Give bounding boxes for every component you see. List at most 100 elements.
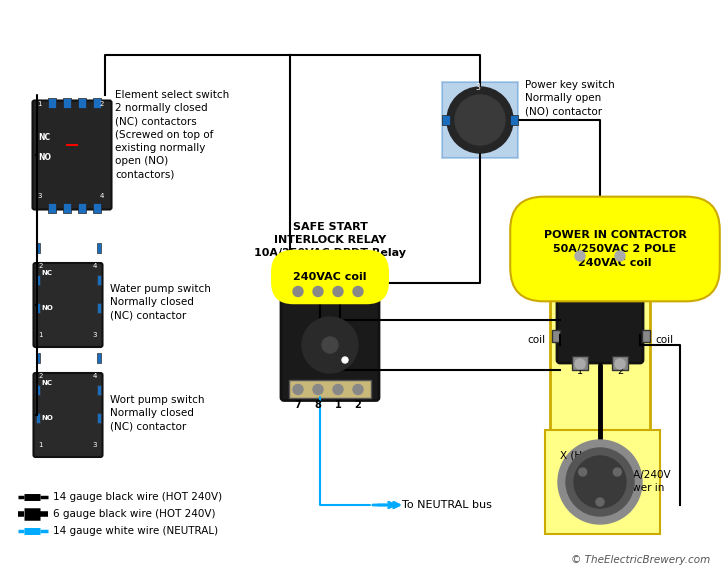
Circle shape xyxy=(302,317,358,373)
FancyBboxPatch shape xyxy=(33,263,103,347)
Bar xyxy=(612,250,628,264)
Text: NC: NC xyxy=(41,380,52,386)
Text: 1: 1 xyxy=(577,366,583,376)
Text: 1: 1 xyxy=(38,100,42,107)
Text: Water pump switch
Normally closed
(NC) contactor: Water pump switch Normally closed (NC) c… xyxy=(110,284,211,320)
Text: NO: NO xyxy=(41,305,53,311)
FancyBboxPatch shape xyxy=(33,373,103,457)
Text: 2: 2 xyxy=(39,263,43,269)
Text: 14 gauge white wire (NEUTRAL): 14 gauge white wire (NEUTRAL) xyxy=(53,526,218,536)
Text: 2: 2 xyxy=(355,400,361,411)
Text: 8: 8 xyxy=(314,400,322,411)
Text: coil: coil xyxy=(655,335,673,345)
Text: Element select switch
2 normally closed
(NC) contactors
(Screwed on top of
exist: Element select switch 2 normally closed … xyxy=(115,90,229,179)
Text: 5: 5 xyxy=(314,281,321,290)
Circle shape xyxy=(322,337,338,353)
Text: 3: 3 xyxy=(92,442,97,448)
Text: 1: 1 xyxy=(39,332,43,338)
Text: NC: NC xyxy=(39,133,51,142)
Text: 1: 1 xyxy=(335,400,341,411)
Bar xyxy=(63,203,71,213)
Text: 4: 4 xyxy=(92,263,97,269)
Bar xyxy=(572,356,588,370)
Circle shape xyxy=(579,468,587,476)
Bar xyxy=(642,330,650,342)
Circle shape xyxy=(615,251,625,261)
Text: 4: 4 xyxy=(100,192,104,199)
Text: NO: NO xyxy=(472,110,483,116)
Bar xyxy=(93,203,101,213)
Bar xyxy=(510,115,518,125)
Text: 3: 3 xyxy=(355,281,361,290)
Bar xyxy=(572,250,588,264)
Text: 4: 4 xyxy=(475,138,480,147)
Text: 3: 3 xyxy=(475,83,480,92)
Text: 14 gauge black wire (HOT 240V): 14 gauge black wire (HOT 240V) xyxy=(53,492,222,502)
Circle shape xyxy=(313,286,323,297)
Bar xyxy=(36,243,39,253)
Bar xyxy=(97,353,100,363)
Circle shape xyxy=(615,359,625,369)
Bar xyxy=(36,413,39,423)
Circle shape xyxy=(575,359,585,369)
Text: 3: 3 xyxy=(38,192,42,199)
Text: SAFE START
INTERLOCK RELAY
10A/250VAC DPDT Relay: SAFE START INTERLOCK RELAY 10A/250VAC DP… xyxy=(254,222,406,258)
Circle shape xyxy=(333,286,343,297)
Text: 6 gauge black wire (HOT 240V): 6 gauge black wire (HOT 240V) xyxy=(53,509,215,519)
Text: To NEUTRAL bus: To NEUTRAL bus xyxy=(402,500,492,510)
Bar xyxy=(93,97,101,108)
Text: 2: 2 xyxy=(39,373,43,379)
Bar xyxy=(545,430,660,534)
Bar xyxy=(612,356,628,370)
Bar xyxy=(36,385,39,395)
Text: 50A/240V
Power in: 50A/240V Power in xyxy=(620,470,670,493)
Text: Wort pump switch
Normally closed
(NC) contactor: Wort pump switch Normally closed (NC) co… xyxy=(110,395,205,431)
Text: Power key switch
Normally open
(NO) contactor: Power key switch Normally open (NO) cont… xyxy=(525,80,614,116)
Circle shape xyxy=(313,385,323,395)
Circle shape xyxy=(342,357,348,363)
Text: 1: 1 xyxy=(577,237,583,247)
Text: 2: 2 xyxy=(100,100,104,107)
Circle shape xyxy=(566,448,634,516)
Text: 4: 4 xyxy=(92,373,97,379)
Circle shape xyxy=(613,468,621,476)
Text: 3: 3 xyxy=(92,332,97,338)
Bar xyxy=(78,97,86,108)
Text: NC: NC xyxy=(41,270,52,276)
FancyBboxPatch shape xyxy=(33,100,111,210)
Bar xyxy=(97,243,100,253)
Bar xyxy=(36,275,39,285)
Bar xyxy=(550,240,650,440)
Text: 2: 2 xyxy=(617,237,623,247)
Text: POWER IN CONTACTOR
50A/250VAC 2 POLE
240VAC coil: POWER IN CONTACTOR 50A/250VAC 2 POLE 240… xyxy=(544,230,687,268)
Text: 1: 1 xyxy=(39,442,43,448)
Text: 7: 7 xyxy=(295,400,301,411)
Bar xyxy=(97,275,100,285)
FancyBboxPatch shape xyxy=(281,279,379,400)
Circle shape xyxy=(353,286,363,297)
Bar xyxy=(552,330,560,342)
Bar xyxy=(48,97,56,108)
Text: 240VAC coil: 240VAC coil xyxy=(293,272,367,282)
Circle shape xyxy=(293,385,303,395)
Text: 2: 2 xyxy=(617,366,623,376)
Bar xyxy=(48,203,56,213)
Circle shape xyxy=(596,498,604,506)
Circle shape xyxy=(574,456,626,508)
Bar xyxy=(63,97,71,108)
Bar xyxy=(289,380,371,397)
FancyBboxPatch shape xyxy=(557,257,643,363)
Text: coil: coil xyxy=(527,335,545,345)
Text: NO: NO xyxy=(39,153,52,162)
Circle shape xyxy=(447,87,513,153)
Bar xyxy=(36,353,39,363)
Bar xyxy=(97,303,100,313)
Bar xyxy=(36,303,39,313)
Circle shape xyxy=(455,95,505,145)
Bar xyxy=(97,413,100,423)
Circle shape xyxy=(293,286,303,297)
Bar xyxy=(442,82,518,158)
Text: © TheElectricBrewery.com: © TheElectricBrewery.com xyxy=(571,555,710,565)
Circle shape xyxy=(558,440,642,524)
Circle shape xyxy=(333,385,343,395)
